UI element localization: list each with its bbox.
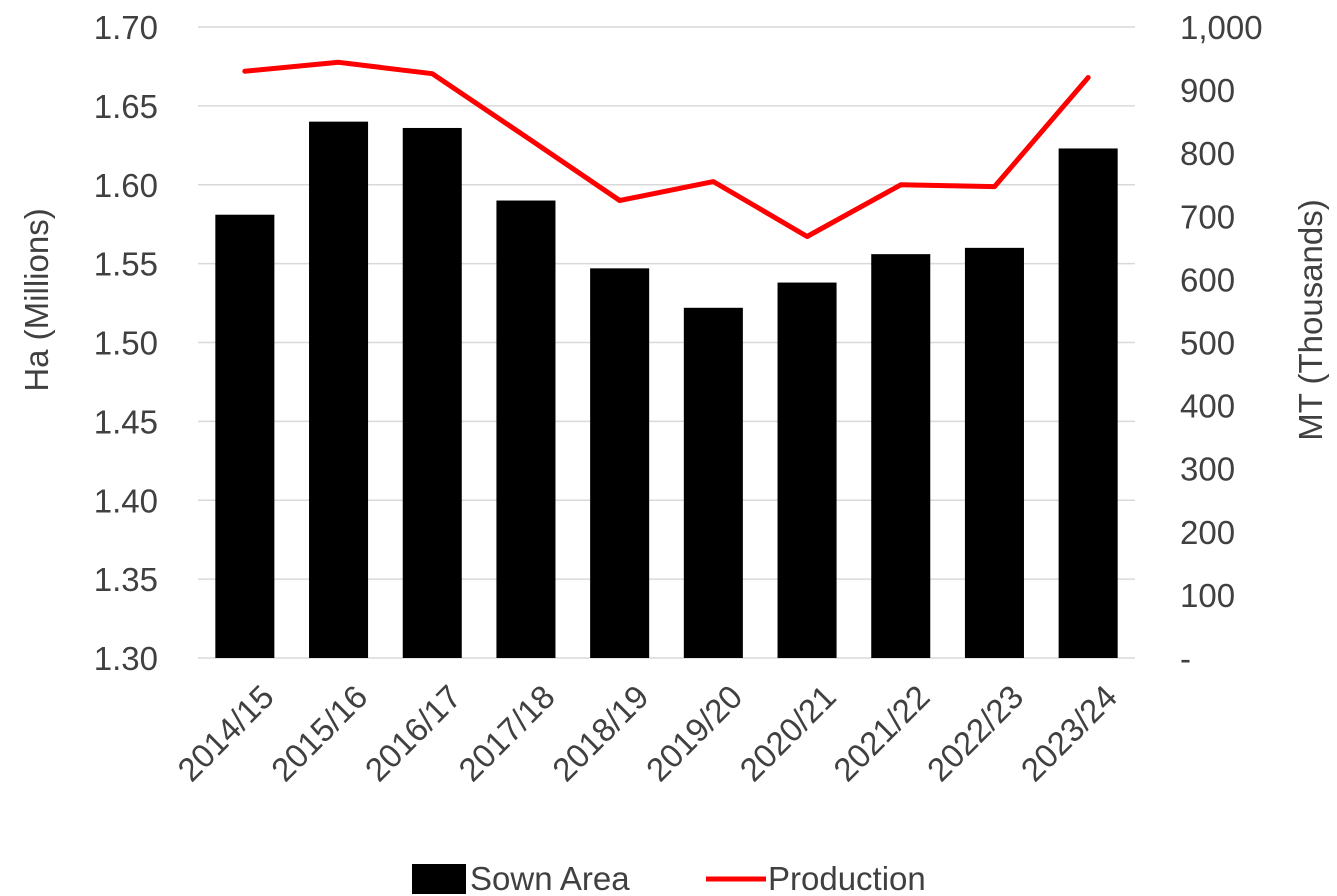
right-tick-label: 200 (1180, 514, 1235, 551)
right-tick-label: 900 (1180, 72, 1235, 109)
x-tick-label: 2021/22 (826, 678, 937, 789)
x-tick-label: 2019/20 (639, 678, 750, 789)
x-tick-label: 2014/15 (170, 678, 281, 789)
legend-swatch-sown-area (412, 864, 466, 894)
bar-sown-area (871, 254, 931, 658)
bar-sown-area (590, 268, 650, 658)
x-tick-label: 2016/17 (358, 678, 469, 789)
x-tick-label: 2023/24 (1014, 678, 1125, 789)
left-tick-label: 1.70 (94, 9, 158, 46)
right-tick-label: 500 (1180, 325, 1235, 362)
right-tick-label: 1,000 (1180, 9, 1263, 46)
x-tick-label: 2022/23 (920, 678, 1031, 789)
right-tick-label: 100 (1180, 577, 1235, 614)
legend-label-sown-area: Sown Area (470, 860, 630, 896)
left-axis-ticks: 1.30 1.35 1.40 1.45 1.50 1.55 1.60 1.65 1.70 (94, 9, 158, 677)
legend-label-production: Production (768, 860, 926, 896)
left-tick-label: 1.45 (94, 403, 158, 440)
bar-sown-area (215, 214, 275, 658)
left-tick-label: 1.50 (94, 325, 158, 362)
left-tick-label: 1.60 (94, 167, 158, 204)
bar-sown-area (777, 282, 837, 658)
line-production (242, 59, 1091, 239)
bar-sown-area (683, 307, 743, 658)
right-tick-label: - (1180, 640, 1191, 677)
x-tick-label: 2015/16 (264, 678, 375, 789)
right-tick-label: 300 (1180, 451, 1235, 488)
legend: Sown Area Production (412, 860, 926, 896)
right-tick-label: 400 (1180, 388, 1235, 425)
bar-sown-area (402, 127, 462, 658)
left-axis-title: Ha (Millions) (18, 208, 55, 391)
x-axis-ticks: 2014/152015/162016/172017/182018/192019/… (170, 678, 1124, 789)
right-tick-label: 800 (1180, 135, 1235, 172)
left-tick-label: 1.65 (94, 88, 158, 125)
line-production-path (242, 59, 1091, 239)
x-tick-label: 2017/18 (451, 678, 562, 789)
left-tick-label: 1.40 (94, 482, 158, 519)
right-axis-ticks: - 100 200 300 400 500 600 700 800 900 1,000 (1180, 9, 1263, 677)
right-tick-label: 600 (1180, 261, 1235, 298)
x-tick-label: 2020/21 (732, 678, 843, 789)
bar-sown-area (309, 121, 369, 658)
bar-sown-area (1058, 148, 1118, 658)
left-tick-label: 1.35 (94, 561, 158, 598)
left-tick-label: 1.30 (94, 640, 158, 677)
bars-sown-area (215, 121, 1118, 658)
x-tick-label: 2018/19 (545, 678, 656, 789)
right-tick-label: 700 (1180, 198, 1235, 235)
bar-sown-area (964, 247, 1024, 658)
right-axis-title: MT (Thousands) (1292, 199, 1329, 440)
bar-sown-area (496, 200, 556, 658)
left-tick-label: 1.55 (94, 246, 158, 283)
